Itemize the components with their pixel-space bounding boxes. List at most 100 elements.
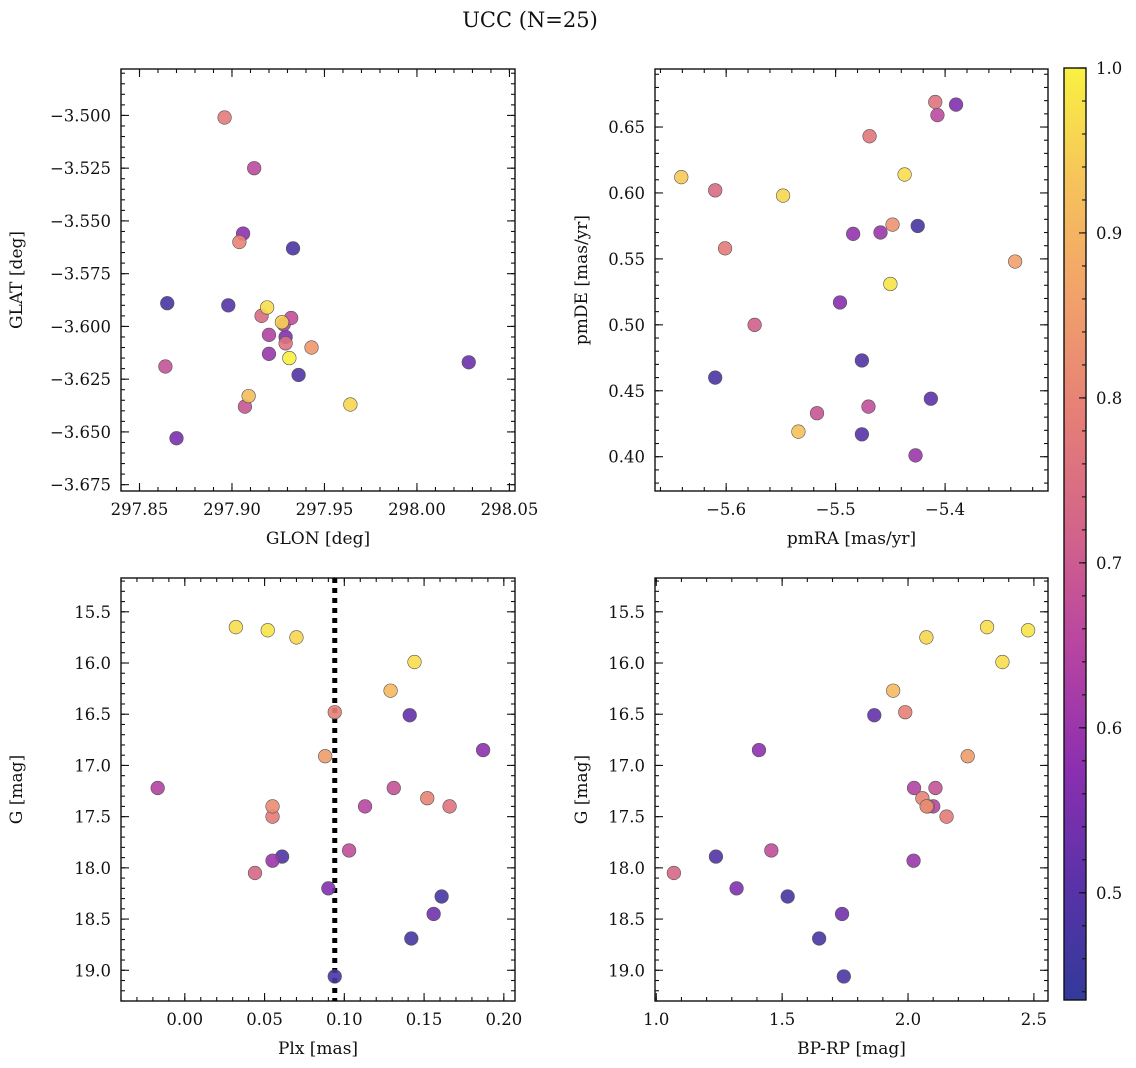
data-point [318, 749, 333, 764]
data-point [327, 969, 342, 984]
data-point [260, 300, 275, 315]
data-point [278, 336, 293, 351]
data-point [897, 167, 912, 182]
data-point [247, 865, 263, 881]
data-point [274, 315, 290, 330]
data-point [862, 129, 877, 144]
axes-frame [654, 577, 1049, 1002]
y-tick-label: 16.0 [74, 654, 111, 673]
y-tick-label: 16.0 [608, 654, 645, 673]
data-point [232, 234, 247, 250]
data-point [1008, 254, 1023, 269]
data-point [169, 431, 184, 446]
data-point [861, 399, 876, 414]
data-point [908, 448, 923, 463]
axes-frame [120, 68, 516, 492]
data-point [241, 388, 256, 404]
y-tick-label: 17.0 [608, 756, 645, 775]
axes-frame [120, 577, 516, 1002]
y-tick-label: 19.0 [74, 961, 111, 980]
data-point [809, 406, 825, 421]
data-point [260, 623, 275, 638]
data-point [434, 889, 449, 904]
data-point [708, 183, 723, 198]
x-axis-label: Plx [mas] [278, 1039, 358, 1059]
data-point [867, 708, 882, 723]
y-tick-label: −3.525 [50, 159, 111, 178]
data-point [854, 427, 869, 442]
colorbar-tick-label: 0.7 [1096, 554, 1122, 573]
data-point [886, 683, 901, 698]
data-point [708, 849, 724, 864]
data-point [923, 391, 938, 406]
x-axis-label: BP-RP [mag] [797, 1039, 906, 1059]
colorbar-tick-label: 0.8 [1096, 389, 1122, 408]
x-tick-label: 1.5 [769, 1010, 795, 1029]
y-tick-label: 0.45 [608, 382, 645, 401]
panel-cmd: 1.0 1.5 2.0 2.5 15.5 16.0 16.5 17.0 17.5 18.0 18.5… [572, 577, 1049, 1059]
colorbar-tick-label: 0.9 [1096, 224, 1122, 243]
panel-pm: −5.6 −5.5 −5.4 0.40 0.45 0.50 0.55 0.60 0.65 pmRA… [572, 68, 1049, 549]
y-tick-label: 19.0 [608, 961, 645, 980]
y-tick-label: −3.625 [50, 370, 111, 389]
data-point [327, 705, 342, 720]
colorbar-tick-label: 1.0 [1096, 59, 1122, 78]
data-point [919, 630, 934, 645]
y-axis-label: GLAT [deg] [7, 231, 27, 329]
colorbar-frame [1063, 67, 1087, 1001]
axes-frame [654, 68, 1049, 492]
data-point [764, 843, 779, 858]
y-tick-label: 16.5 [74, 705, 111, 724]
data-point [1021, 623, 1036, 638]
data-point [906, 780, 922, 796]
data-point [846, 226, 861, 241]
data-point [729, 881, 744, 896]
data-point [939, 809, 954, 824]
data-point [979, 620, 995, 635]
colorbar-gradient [1064, 68, 1086, 1000]
data-point [289, 630, 304, 645]
data-point [342, 843, 357, 858]
y-tick-label: −3.600 [50, 317, 111, 336]
y-tick-label: −3.500 [50, 106, 111, 125]
x-tick-label: 2.0 [895, 1010, 921, 1029]
y-tick-label: 18.5 [74, 910, 111, 929]
data-point [674, 170, 689, 185]
data-point [812, 931, 827, 946]
data-point [906, 853, 921, 868]
x-tick-label: −5.5 [816, 500, 856, 519]
x-tick-label: −5.6 [706, 500, 746, 519]
data-point [426, 906, 441, 922]
x-tick-label: 297.90 [203, 500, 261, 519]
data-point [928, 94, 943, 110]
x-tick-label: −5.4 [925, 500, 965, 519]
x-tick-label: 1.0 [643, 1010, 669, 1029]
colorbar-tick-label: 0.5 [1096, 884, 1122, 903]
y-tick-label: 15.5 [608, 603, 645, 622]
data-point [775, 188, 791, 203]
data-point [836, 969, 851, 984]
x-tick-label: 0.15 [406, 1010, 443, 1029]
data-point [898, 705, 913, 720]
colorbar-tick-label: 0.6 [1096, 719, 1122, 738]
data-point [948, 97, 964, 112]
data-point [402, 708, 417, 723]
x-tick-label: 0.05 [246, 1010, 283, 1029]
x-tick-label: 2.5 [1021, 1010, 1047, 1029]
y-tick-label: 18.0 [608, 859, 645, 878]
data-point [261, 327, 277, 342]
x-axis-label: pmRA [mas/yr] [787, 529, 916, 549]
data-point [461, 355, 476, 370]
data-point [386, 780, 401, 796]
data-point [404, 931, 419, 946]
x-tick-label: 0.20 [485, 1010, 522, 1029]
y-tick-label: −3.550 [50, 212, 111, 231]
data-point [885, 217, 900, 232]
x-tick-label: 0.10 [326, 1010, 363, 1029]
data-point [883, 276, 898, 292]
data-point [930, 108, 945, 123]
data-point [995, 654, 1010, 670]
colorbar: 0.5 0.6 0.7 0.8 0.9 1.0 [1063, 59, 1122, 1001]
data-point [751, 742, 767, 758]
data-point [910, 218, 925, 234]
